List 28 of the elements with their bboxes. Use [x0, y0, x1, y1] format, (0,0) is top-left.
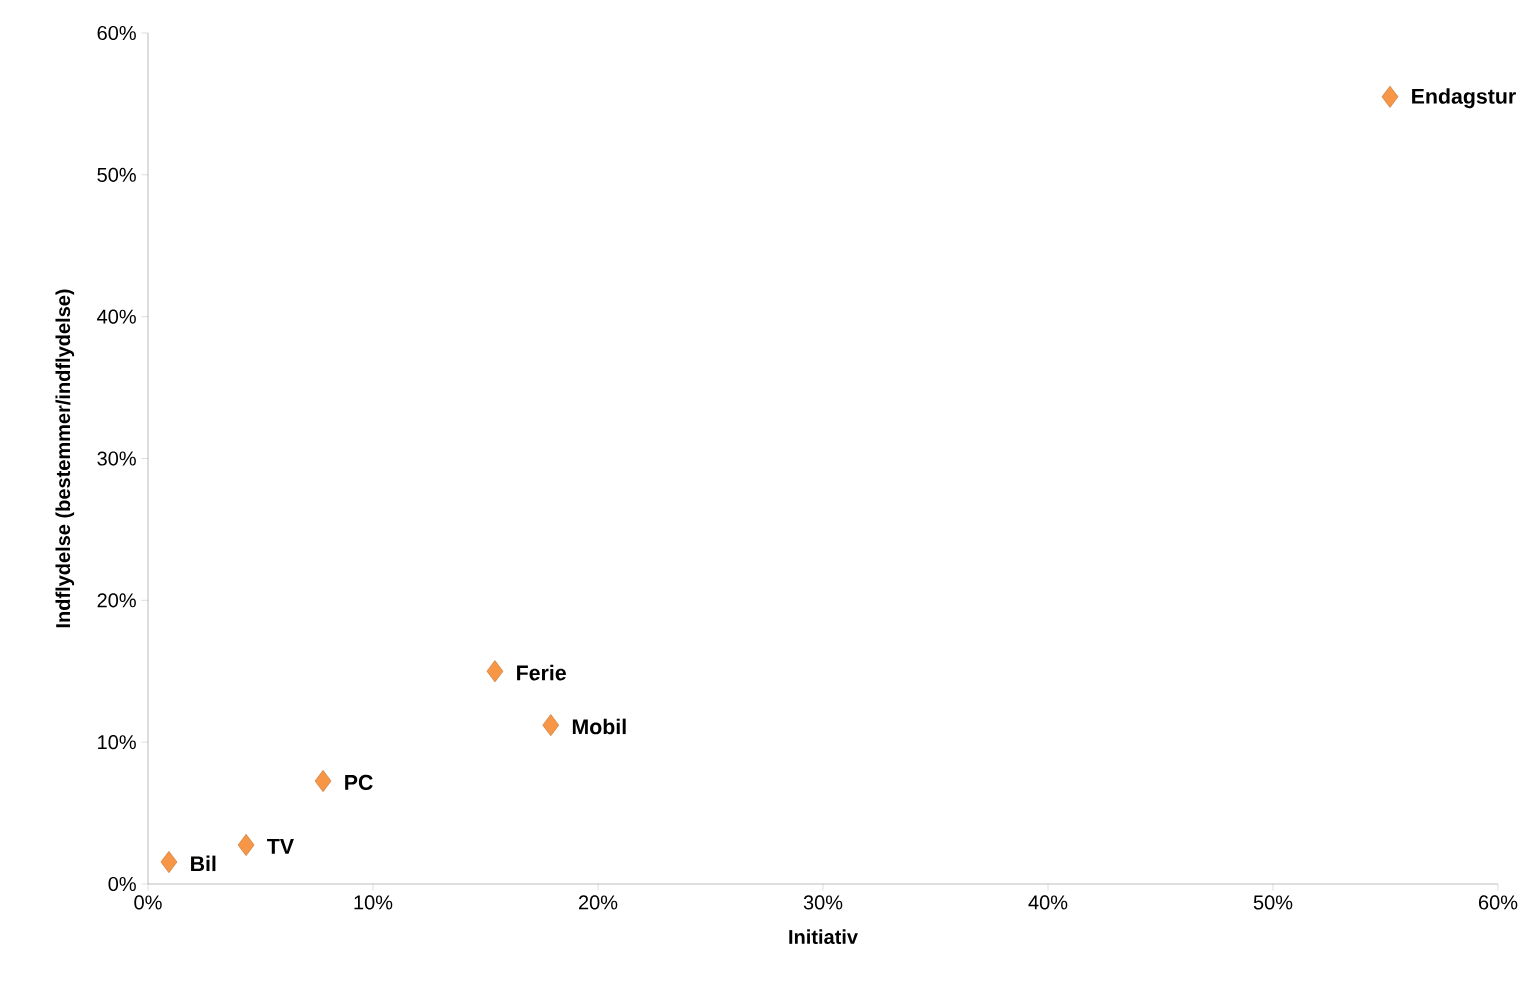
annotation: Mobil: [572, 718, 626, 735]
x-tick-label: 0%: [134, 895, 162, 910]
annotation: Endagstur: [1412, 88, 1516, 109]
y-axis-title: Indflydelse (bestemmer/indflydelse): [55, 289, 75, 628]
y-tick-label: 30%: [97, 451, 136, 466]
point: [542, 714, 560, 737]
y-tick-label: 60%: [97, 25, 136, 41]
y-tick-label: 40%: [97, 309, 136, 324]
x-axis-title: Initiativ: [789, 929, 858, 945]
x-tick-label: 20%: [578, 895, 618, 910]
point: [486, 660, 504, 683]
y-tick-label: 0%: [108, 876, 136, 892]
annotation: TV: [267, 838, 294, 854]
x-tick-label: 10%: [354, 895, 393, 910]
x-tick-label: 60%: [1479, 895, 1518, 910]
x-tick-label: 30%: [803, 895, 843, 910]
point: [237, 833, 255, 856]
point: [314, 770, 332, 793]
y-tick-label: 20%: [97, 593, 136, 608]
annotation: Bil: [191, 855, 216, 872]
y-tick-label: 10%: [98, 735, 136, 750]
annotation: Ferie: [517, 664, 566, 681]
x-tick-label: 40%: [1028, 895, 1068, 910]
point: [1381, 85, 1399, 108]
annotation: PC: [345, 774, 373, 790]
x-tick-label: 50%: [1253, 895, 1293, 910]
y-tick-label: 50%: [97, 167, 136, 182]
point: [160, 851, 178, 874]
